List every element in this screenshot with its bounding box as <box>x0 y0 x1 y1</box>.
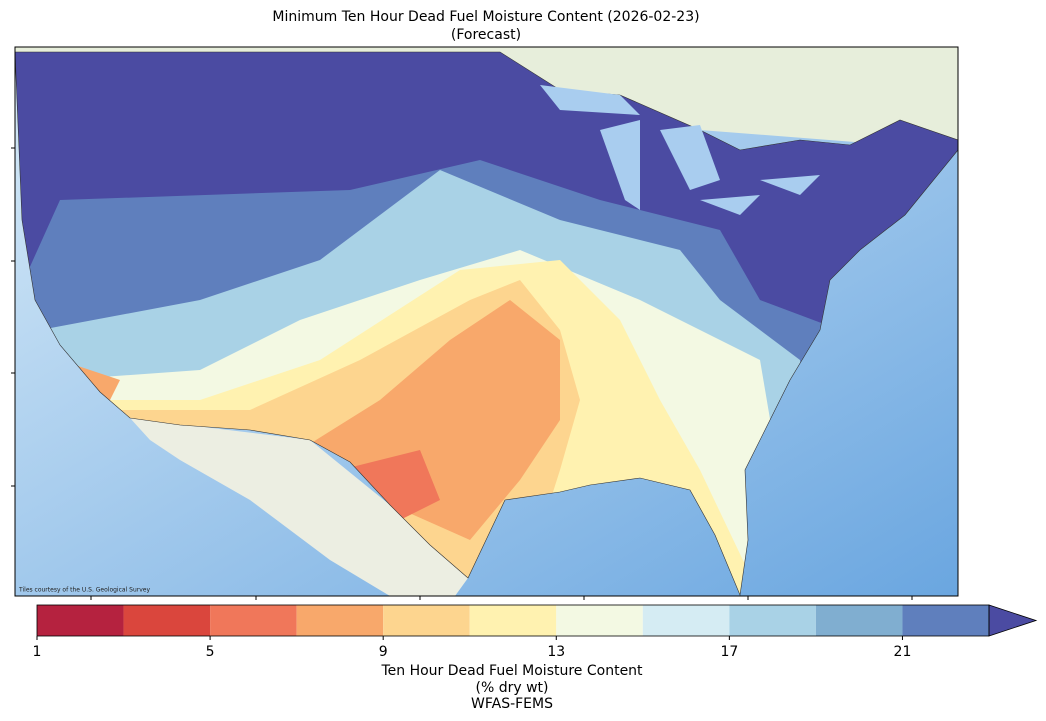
colorbar-frame <box>36 604 990 637</box>
mexico <box>130 418 468 596</box>
colorbar-bin <box>469 605 557 636</box>
colorbar-tick-label: 17 <box>720 644 738 660</box>
colorbar-bin <box>37 605 124 636</box>
colorbar-label: Ten Hour Dead Fuel Moisture Content <box>380 663 643 679</box>
colorbar-tick-label: 5 <box>206 644 215 660</box>
colorbar-tick-label: 21 <box>894 644 912 660</box>
title-line: Minimum Ten Hour Dead Fuel Moisture Cont… <box>272 9 699 25</box>
colorbar-bin <box>383 605 470 636</box>
colorbar-bin <box>210 605 297 636</box>
colorbar-label: WFAS-FEMS <box>471 696 553 712</box>
map-ticks <box>11 147 913 600</box>
colorbar-bin <box>642 605 730 636</box>
map-frame <box>14 46 959 597</box>
colorbar-extend <box>988 604 1038 637</box>
great-lakes <box>540 85 820 215</box>
title-line: (Forecast) <box>451 27 521 43</box>
colorbar-bin <box>902 605 989 636</box>
colorbar-tick-label: 13 <box>547 644 565 660</box>
colorbar-bin <box>815 605 903 636</box>
colorbar-tick-label: 1 <box>33 644 42 660</box>
colorbar-label: (% dry wt) <box>476 680 549 696</box>
colorbar-bin <box>556 605 643 636</box>
colorbar-tick-label: 9 <box>379 644 388 660</box>
canada <box>15 47 958 150</box>
attribution: Tiles courtesy of the U.S. Geological Su… <box>18 587 150 594</box>
map: Tiles courtesy of the U.S. Geological Su… <box>15 47 958 596</box>
colorbar-bin <box>123 605 211 636</box>
colorbar-bin <box>296 605 384 636</box>
colorbar-bin <box>729 605 816 636</box>
